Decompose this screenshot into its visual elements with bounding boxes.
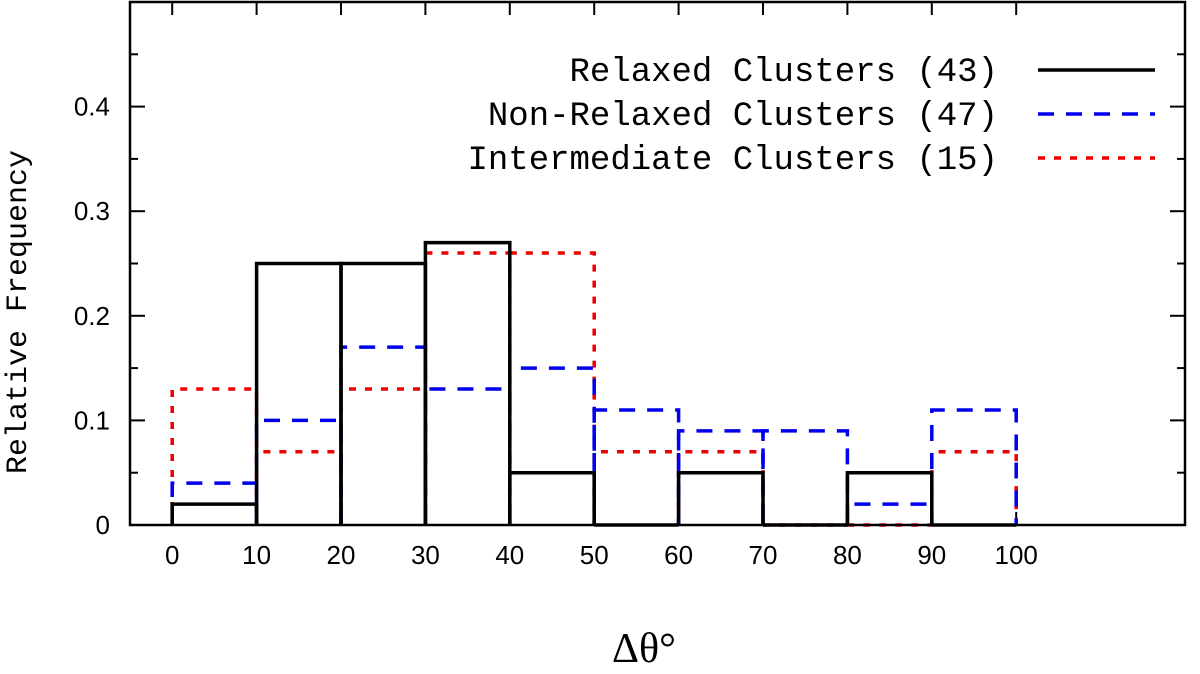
histogram-bar	[508, 366, 596, 525]
histogram-bar	[592, 408, 681, 525]
x-tick-label: 70	[749, 540, 778, 570]
histogram-bar	[845, 502, 934, 525]
histogram-series	[170, 240, 1018, 527]
y-tick-label: 0.4	[74, 92, 110, 122]
histogram-bar	[930, 450, 1018, 525]
x-tick-label: 100	[995, 540, 1038, 570]
plot-frame	[128, 0, 1187, 527]
histogram-bar	[508, 470, 596, 525]
x-axis-label: Δθ°	[612, 626, 676, 672]
histogram-bar	[170, 502, 259, 525]
histogram-bar	[423, 240, 512, 525]
legend-label: Non-Relaxed Clusters (47)	[488, 98, 998, 136]
x-tick-label: 40	[495, 540, 524, 570]
histogram-bar	[254, 450, 343, 525]
y-tick-label: 0.3	[74, 196, 110, 226]
histogram-bar	[423, 387, 512, 525]
histogram-bar	[592, 450, 681, 525]
histogram-bar	[676, 470, 765, 525]
y-tick-label: 0.2	[74, 301, 110, 331]
x-tick-label: 30	[411, 540, 440, 570]
legend-label: Intermediate Clusters (15)	[468, 142, 999, 180]
x-tick-label: 10	[242, 540, 271, 570]
histogram-bar	[845, 470, 934, 525]
tick-labels: 0 10 20 30 40 50 60 70 80 90 100 0 0.1 0.2 0.3 0.4	[74, 92, 1038, 570]
x-tick-label: 20	[327, 540, 356, 570]
histogram-bar	[508, 251, 596, 525]
histogram-bar	[339, 261, 428, 525]
histogram-bar	[761, 429, 850, 525]
x-tick-label: 50	[580, 540, 609, 570]
legend-label: Relaxed Clusters (43)	[570, 54, 998, 92]
x-tick-label: 0	[165, 540, 179, 570]
histogram-bar	[339, 387, 428, 525]
y-tick-label: 0.1	[74, 405, 110, 435]
y-axis-label: Relative Frequency	[2, 150, 36, 474]
x-tick-label: 60	[664, 540, 693, 570]
legend: Relaxed Clusters (43) Non-Relaxed Cluster…	[468, 54, 1155, 180]
histogram-bar	[676, 429, 765, 525]
histogram-bar	[254, 261, 343, 525]
histogram-bar	[930, 408, 1018, 525]
x-tick-label: 90	[917, 540, 946, 570]
y-tick-label: 0	[96, 510, 110, 540]
histogram-bar	[676, 450, 765, 525]
histogram-bar	[339, 345, 428, 525]
x-tick-label: 80	[833, 540, 862, 570]
histogram-bar	[254, 418, 343, 525]
